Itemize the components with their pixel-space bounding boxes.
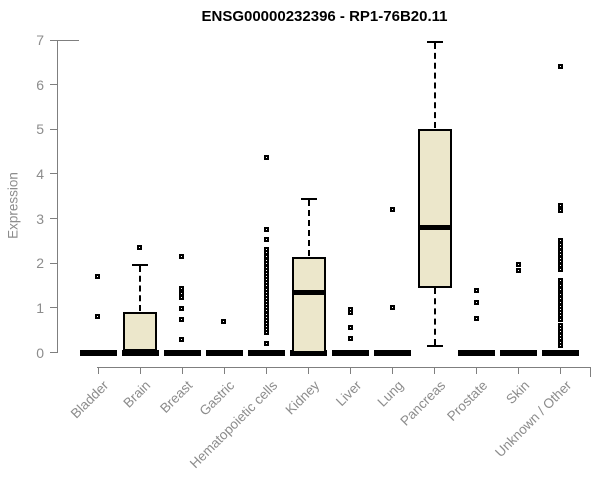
outlier-point bbox=[221, 319, 227, 325]
outlier-point bbox=[557, 282, 563, 288]
outlier-point bbox=[179, 305, 185, 311]
y-tick-label: 1 bbox=[36, 299, 44, 316]
x-tick bbox=[476, 368, 478, 374]
y-tick-label: 7 bbox=[36, 32, 44, 48]
outlier-point bbox=[515, 262, 521, 268]
outlier-point bbox=[263, 155, 269, 161]
outlier-point bbox=[263, 237, 269, 242]
y-tick bbox=[50, 84, 57, 86]
y-tick bbox=[50, 307, 57, 309]
outlier-point bbox=[515, 267, 521, 273]
outlier-point bbox=[179, 294, 185, 300]
outlier-point bbox=[473, 315, 479, 321]
x-tick bbox=[139, 368, 141, 374]
outlier-point bbox=[95, 313, 101, 319]
y-tick-label: 5 bbox=[36, 121, 44, 138]
x-axis-line bbox=[97, 367, 591, 368]
outlier-point bbox=[557, 287, 563, 292]
x-tick bbox=[266, 368, 267, 374]
box bbox=[417, 129, 452, 288]
y-tick bbox=[50, 262, 57, 264]
median-line bbox=[123, 348, 158, 354]
chart-title: ENSG00000232396 - RP1-76B20.11 bbox=[201, 8, 448, 25]
x-tick bbox=[350, 368, 352, 374]
outlier-point bbox=[557, 63, 563, 69]
y-axis-line bbox=[57, 40, 58, 353]
outlier-point bbox=[347, 336, 353, 342]
upper-whisker-cap bbox=[300, 197, 317, 200]
outlier-point bbox=[263, 340, 269, 346]
outlier-point bbox=[557, 342, 563, 348]
upper-whisker bbox=[139, 266, 142, 312]
zero-bar bbox=[205, 349, 243, 356]
x-tick bbox=[518, 368, 520, 374]
y-tick-label: 4 bbox=[36, 165, 44, 182]
outlier-point bbox=[389, 206, 395, 212]
outlier-point bbox=[557, 291, 563, 297]
x-tick bbox=[560, 368, 562, 374]
x-tick bbox=[434, 368, 436, 374]
x-tick bbox=[308, 368, 310, 374]
zero-bar bbox=[290, 349, 328, 356]
outlier-point bbox=[389, 304, 395, 310]
upper-whisker-cap bbox=[132, 264, 149, 267]
x-tick bbox=[392, 368, 394, 374]
y-tick bbox=[50, 352, 57, 353]
y-tick bbox=[50, 173, 57, 175]
box bbox=[123, 312, 158, 353]
y-tick-label: 6 bbox=[36, 76, 44, 93]
outlier-point bbox=[95, 273, 101, 279]
outlier-point bbox=[137, 244, 143, 250]
outlier-point bbox=[263, 227, 269, 233]
zero-bar bbox=[374, 349, 412, 356]
outlier-point bbox=[557, 316, 563, 322]
zero-bar bbox=[248, 349, 285, 356]
y-tick bbox=[50, 39, 57, 41]
lower-whisker bbox=[433, 287, 436, 345]
outlier-point bbox=[557, 278, 563, 284]
y-tick bbox=[50, 128, 57, 130]
y-tick-label: 3 bbox=[36, 210, 44, 227]
outlier-point bbox=[179, 285, 185, 291]
outlier-point bbox=[557, 266, 563, 272]
outlier-point bbox=[179, 253, 185, 259]
median-line bbox=[417, 225, 452, 230]
zero-bar bbox=[332, 349, 370, 356]
outlier-point bbox=[263, 329, 269, 335]
lower-whisker-cap bbox=[426, 344, 443, 347]
zero-bar bbox=[79, 349, 117, 356]
zero-bar bbox=[500, 349, 538, 356]
outlier-point bbox=[347, 310, 353, 316]
median-line bbox=[291, 289, 326, 295]
x-tick bbox=[223, 368, 225, 374]
zero-bar bbox=[458, 349, 496, 356]
outlier-point bbox=[179, 317, 185, 323]
zero-bar bbox=[163, 349, 201, 356]
outlier-point bbox=[557, 295, 563, 301]
outlier-point bbox=[557, 203, 563, 209]
upper-whisker bbox=[307, 199, 310, 256]
upper-whisker bbox=[433, 43, 436, 129]
x-tick bbox=[181, 368, 183, 374]
outlier-point bbox=[347, 324, 353, 330]
y-tick-label: 2 bbox=[36, 255, 44, 272]
y-axis-end-cap bbox=[57, 40, 79, 41]
x-tick bbox=[97, 368, 99, 374]
outlier-point bbox=[473, 287, 479, 293]
y-tick bbox=[50, 218, 57, 220]
y-tick-label: 0 bbox=[36, 344, 44, 361]
outlier-point bbox=[557, 208, 563, 214]
outlier-point bbox=[179, 337, 185, 342]
outlier-point bbox=[473, 299, 479, 305]
upper-whisker-cap bbox=[426, 41, 443, 44]
zero-bar bbox=[542, 349, 580, 356]
box bbox=[291, 256, 326, 353]
x-axis-end-cap bbox=[590, 367, 591, 377]
